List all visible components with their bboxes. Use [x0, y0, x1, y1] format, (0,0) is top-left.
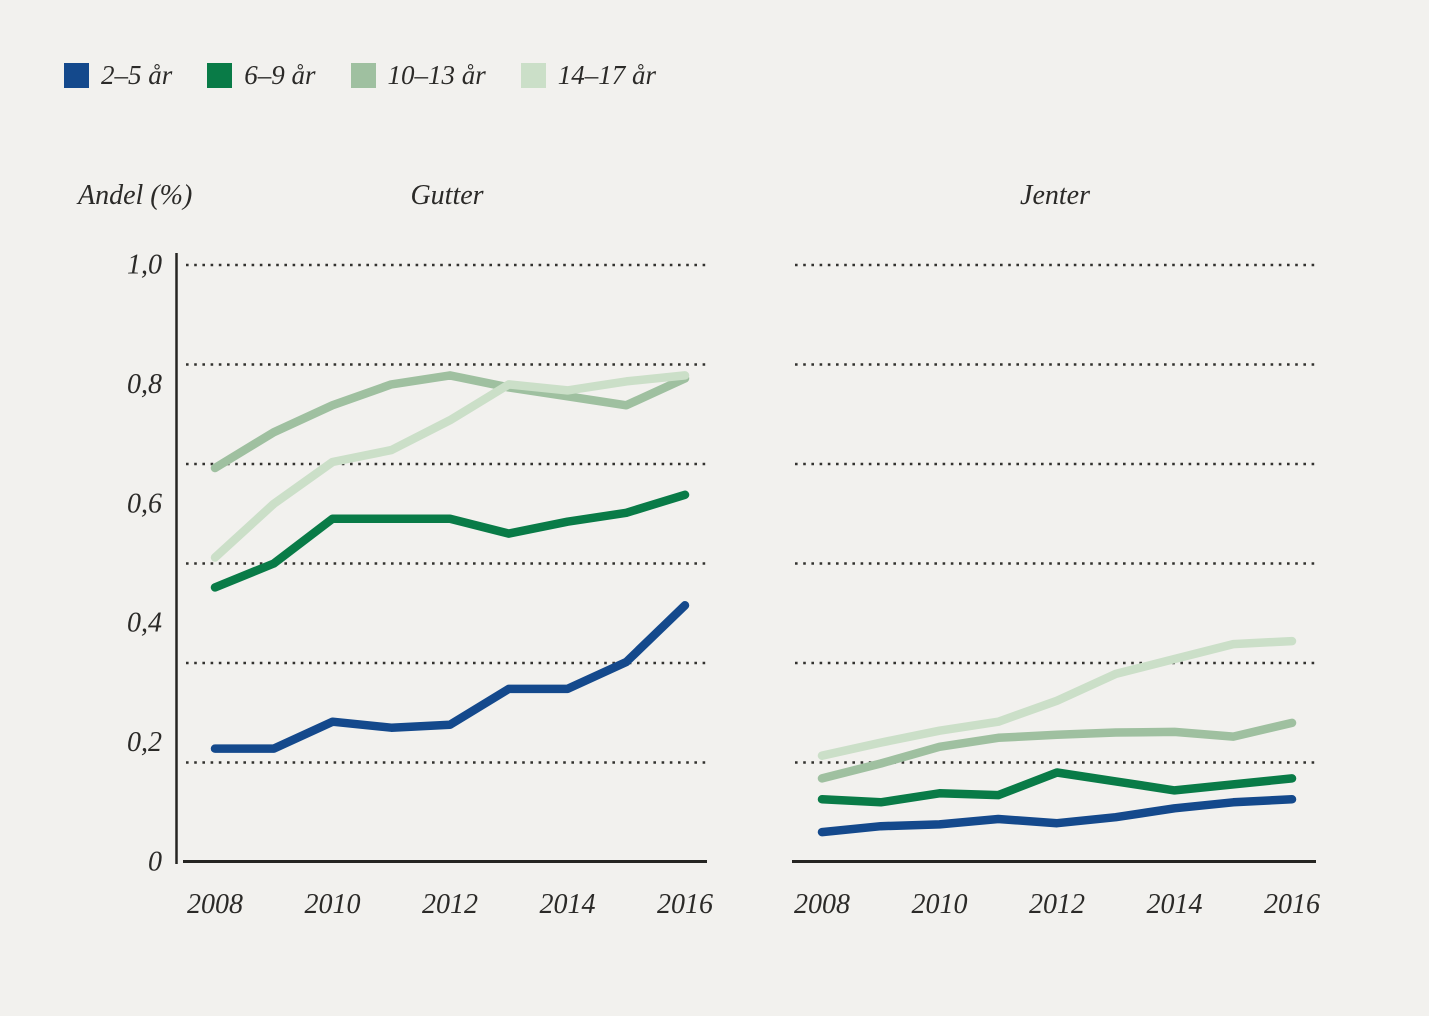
series-line-6-9- — [210, 490, 690, 592]
legend-item-14-17-ar: 14–17 år — [520, 60, 657, 90]
panel-title-gutter: Gutter — [410, 180, 484, 211]
series-line-6-9- — [817, 768, 1297, 807]
legend-item-10-13-ar: 10–13 år — [350, 60, 486, 90]
x-tick-label: 2010 — [912, 889, 968, 920]
legend: 2–5 år 6–9 år 10–13 år 14–17 år — [64, 62, 656, 89]
y-tick-label: 0,8 — [127, 369, 162, 400]
panel-gutter: 1,0 0,8 0,6 0,4 0,2 0 2008 2010 2012 2014 2016 — [127, 250, 713, 921]
series-line-14-17- — [817, 636, 1297, 760]
series-line-10-13- — [210, 371, 690, 473]
x-tick-label: 2010 — [305, 889, 361, 920]
x-tick-label: 2016 — [657, 889, 713, 920]
legend-label: 2–5 år — [101, 60, 173, 90]
series-line-2-5- — [817, 795, 1297, 837]
series-line-2-5- — [210, 601, 690, 753]
legend-swatch-2-5-ar — [64, 63, 89, 88]
legend-label: 6–9 år — [244, 60, 316, 90]
x-tick-label: 2014 — [540, 889, 596, 920]
panel-jenter: 2008 2010 2012 2014 2016 — [792, 263, 1320, 920]
legend-label: 14–17 år — [557, 60, 657, 90]
y-tick-label: 0,6 — [127, 488, 162, 519]
x-tick-label: 2014 — [1147, 889, 1203, 920]
legend-swatch-10-13-ar — [350, 63, 376, 88]
y-tick-label: 0,2 — [127, 727, 162, 758]
y-tick-label: 1,0 — [127, 250, 162, 281]
series-line-14-17- — [210, 371, 690, 562]
legend-item-2-5-ar: 2–5 år — [64, 62, 172, 89]
x-tick-label: 2012 — [1029, 889, 1085, 920]
y-tick-label: 0,4 — [127, 608, 162, 639]
panel-title-jenter: Jenter — [1020, 180, 1090, 211]
x-tick-label: 2008 — [187, 889, 243, 920]
y-tick-label: 0 — [148, 847, 162, 878]
x-tick-label: 2008 — [794, 889, 850, 920]
legend-swatch-6-9-ar — [207, 63, 233, 88]
legend-swatch-14-17-ar — [520, 63, 546, 88]
series-line-10-13- — [817, 718, 1297, 783]
legend-item-6-9-ar: 6–9 år — [207, 60, 316, 90]
legend-label: 10–13 år — [387, 60, 486, 90]
y-axis-title: Andel (%) — [78, 180, 193, 211]
x-tick-label: 2012 — [422, 889, 478, 920]
x-tick-label: 2016 — [1264, 889, 1320, 920]
